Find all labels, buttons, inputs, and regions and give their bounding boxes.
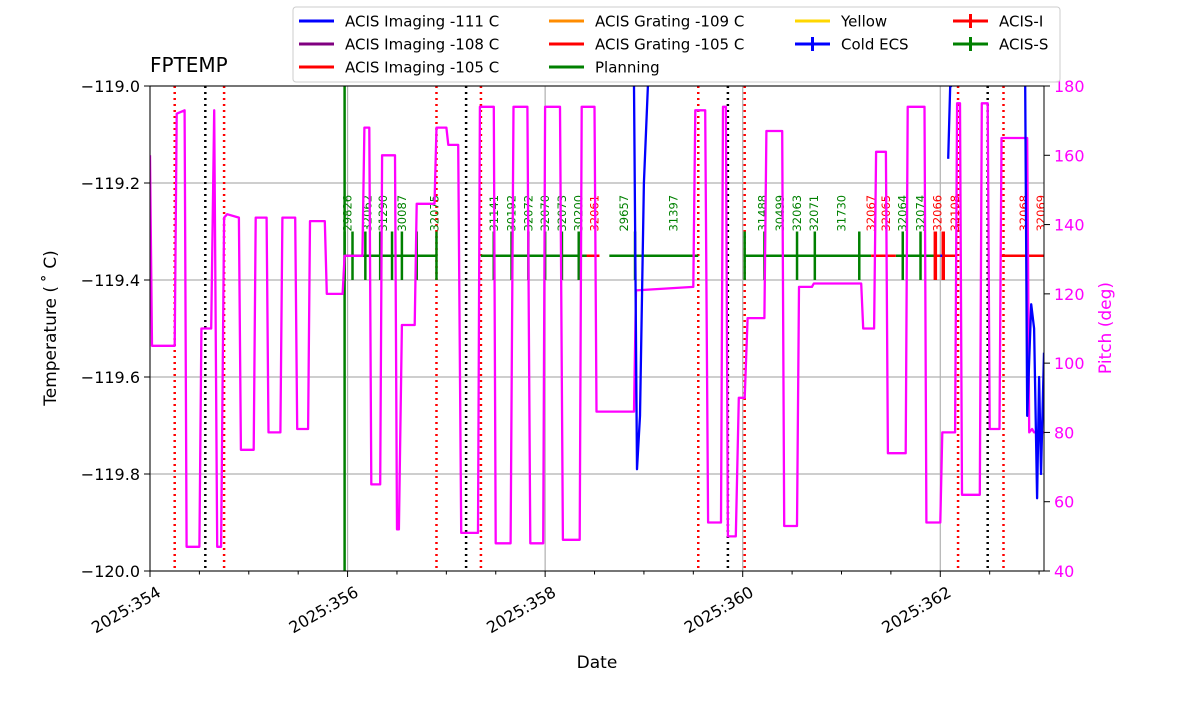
x-tick-label: 2025:356: [286, 582, 362, 637]
obsid-label: 30499: [773, 195, 787, 232]
legend-label: Planning: [595, 59, 660, 77]
fptemp-line: [947, 86, 953, 159]
y2-tick-label: 180: [1054, 77, 1085, 96]
y2-axis-label: Pitch (deg): [1096, 282, 1116, 374]
x-tick-label: 2025:358: [483, 582, 559, 637]
obsid-label: 30200: [572, 195, 586, 232]
obsid-label: 31397: [667, 195, 681, 232]
fptemp-line: [1024, 86, 1044, 500]
legend-label: Yellow: [840, 13, 887, 31]
y2-tick-label: 120: [1054, 285, 1085, 304]
obsid-label: 32066: [930, 195, 944, 232]
y-tick-label: −119.4: [81, 271, 140, 290]
obsid-label: 29657: [617, 195, 631, 232]
legend-label: Cold ECS: [841, 36, 909, 54]
obsid-label: 30192: [505, 195, 519, 232]
obsid-label: 32073: [555, 195, 569, 232]
legend-label: ACIS Grating -109 C: [595, 13, 744, 31]
y-tick-label: −119.2: [81, 174, 140, 193]
legend-label: ACIS Imaging -108 C: [345, 36, 499, 54]
legend-label: ACIS Imaging -111 C: [345, 13, 499, 31]
y2-tick-label: 160: [1054, 146, 1085, 165]
axes: 2025:354 2025:356 2025:358 2025:360 2025:362…: [81, 77, 1085, 637]
y2-tick-label: 80: [1054, 423, 1074, 442]
legend-box: [292, 6, 1061, 83]
obsid-label: 31488: [755, 195, 769, 232]
x-tick-label: 2025:362: [878, 582, 954, 637]
legend-label: ACIS-I: [999, 13, 1043, 31]
legend-label: ACIS Grating -105 C: [595, 36, 744, 54]
chart-title: FPTEMP: [150, 53, 228, 77]
y2-tick-label: 40: [1054, 562, 1074, 581]
obsid-label: 32108: [948, 195, 962, 232]
x-axis-label: Date: [577, 653, 618, 673]
legend-label: ACIS-S: [999, 36, 1048, 54]
plot-data: 29826 32062 31290 30087 32075 31141 30192 32072…: [150, 86, 1048, 571]
y2-tick-label: 60: [1054, 493, 1074, 512]
obsid-label: 32069: [1034, 195, 1048, 232]
y2-tick-label: 100: [1054, 354, 1085, 373]
obsid-label: 31290: [376, 195, 390, 232]
fptemp-line: [632, 86, 650, 471]
obsid-label: 32063: [790, 195, 804, 232]
y-axis-label: Temperature ( ˚ C): [40, 250, 61, 407]
x-tick-label: 2025:360: [681, 582, 757, 637]
y2-tick-label: 140: [1054, 216, 1085, 235]
obsid-label: 31730: [834, 195, 848, 232]
legend-label: ACIS Imaging -105 C: [345, 59, 499, 77]
x-tick-label: 2025:354: [88, 582, 164, 637]
obsid-label: 30087: [395, 195, 409, 232]
y-tick-label: −120.0: [81, 562, 140, 581]
y-tick-label: −119.0: [81, 77, 140, 96]
obsid-label: 32068: [1017, 195, 1031, 232]
y-tick-label: −119.8: [81, 465, 140, 484]
legend: ACIS Imaging -111 C ACIS Imaging -108 C AC…: [292, 6, 1061, 83]
pitch-line: [150, 102, 1044, 548]
obsid-label: 32071: [807, 195, 821, 232]
obsid-label: 29826: [341, 195, 355, 232]
y-tick-label: −119.6: [81, 368, 140, 387]
